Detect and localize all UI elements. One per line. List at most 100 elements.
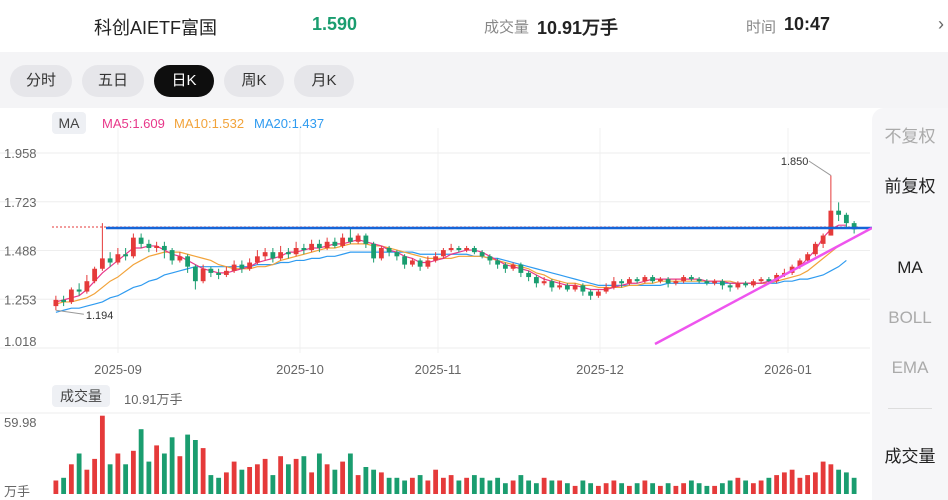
volume-bar	[316, 453, 322, 494]
tab-monthly-k[interactable]: 月K	[294, 65, 354, 97]
max-annotation: 1.850	[781, 156, 809, 168]
candle-body	[270, 252, 276, 259]
volume-bar	[107, 464, 113, 494]
candle-body	[386, 248, 392, 253]
candle-body	[456, 248, 462, 251]
volume-bar	[688, 480, 694, 494]
ma5-readout: MA5:1.609	[102, 116, 165, 131]
candle-body	[619, 281, 625, 284]
volume-bar	[603, 483, 609, 494]
candle-body	[115, 254, 121, 263]
volume-bar	[332, 469, 338, 494]
candle-body	[851, 223, 857, 230]
candle-body	[239, 264, 245, 269]
y-tick-label: 1.488	[4, 244, 37, 259]
ma5-line	[55, 224, 847, 303]
candle-body	[231, 264, 237, 271]
candle-body	[161, 245, 167, 251]
candle-body	[293, 248, 299, 255]
chevron-right-icon[interactable]: ›	[938, 14, 944, 34]
volume-bar	[758, 480, 764, 494]
candle-body	[316, 243, 322, 249]
tab-intraday[interactable]: 分时	[10, 65, 72, 97]
candle-body	[448, 248, 454, 251]
candle-body	[595, 291, 601, 296]
volume-bar	[425, 480, 431, 494]
candle-body	[750, 281, 756, 286]
kline-chart-svg[interactable]: 1.958 1.723 1.488 1.253 1.018 2025-09 2025-10 2…	[0, 108, 872, 500]
candle-body	[603, 287, 609, 292]
candle-body	[502, 264, 508, 269]
candle-body	[76, 289, 82, 292]
volume-indicator-tag[interactable]: 成交量	[52, 385, 110, 407]
volume-bar	[557, 480, 563, 494]
fund-name: 科创AIETF富国	[94, 18, 218, 38]
volume-bar	[433, 469, 439, 494]
candle-body	[324, 241, 330, 249]
candle-body	[588, 291, 594, 296]
volume-bar	[518, 475, 524, 494]
min-annotation: 1.194	[86, 310, 114, 322]
candle-body	[340, 237, 346, 246]
volume-bar	[743, 480, 749, 494]
volume-bar	[456, 480, 462, 494]
volume-bar	[208, 475, 214, 494]
tab-daily-k[interactable]: 日K	[154, 65, 214, 97]
candle-body	[820, 235, 826, 244]
option-boll[interactable]: BOLL	[888, 308, 932, 327]
volume-axis-top: 59.98	[4, 415, 37, 430]
volume-bar	[448, 475, 454, 494]
tab-five-day[interactable]: 五日	[82, 65, 144, 97]
candle-body	[208, 268, 214, 273]
volume-bar	[657, 485, 663, 494]
candle-body	[84, 281, 90, 292]
option-no-adjust[interactable]: 不复权	[884, 127, 936, 146]
candle-body	[510, 264, 516, 269]
candle-body	[417, 260, 423, 267]
time-label: 时间	[746, 19, 777, 36]
candle-body	[123, 254, 129, 257]
volume-bar	[696, 483, 702, 494]
volume-bar	[99, 415, 105, 494]
candle-body	[549, 281, 555, 288]
volume-bar	[766, 477, 772, 494]
candle-body	[681, 277, 687, 282]
candle-body	[642, 277, 648, 282]
current-price: 1.590	[312, 14, 358, 34]
ma20-readout: MA20:1.437	[254, 116, 325, 131]
volume-bar	[595, 485, 601, 494]
candle-body	[479, 252, 485, 257]
volume-bar	[409, 477, 415, 494]
volume-bar	[169, 437, 175, 494]
x-tick-label: 2025-10	[276, 362, 324, 377]
candle-body	[526, 272, 532, 278]
candle-body	[254, 256, 260, 263]
volume-bar	[665, 483, 671, 494]
volume-bar	[843, 472, 849, 494]
tab-weekly-k[interactable]: 周K	[224, 65, 284, 97]
candle-body	[355, 235, 361, 242]
volume-bar	[502, 483, 508, 494]
max-pointer	[808, 160, 832, 176]
volume-panel-value: 10.91万手	[124, 392, 183, 407]
ma-indicator-tag[interactable]: MA	[52, 112, 86, 134]
candle-body	[812, 243, 818, 255]
option-volume[interactable]: 成交量	[884, 447, 936, 466]
candle-body	[192, 266, 198, 282]
candle-body	[285, 252, 291, 255]
volume-bar	[712, 485, 718, 494]
option-ma[interactable]: MA	[897, 258, 923, 277]
y-tick-label: 1.958	[4, 146, 37, 161]
option-ema[interactable]: EMA	[891, 358, 929, 377]
volume-bar	[851, 477, 857, 494]
option-forward-adjust[interactable]: 前复权	[884, 177, 936, 196]
volume-bar	[76, 453, 82, 494]
candle-body	[572, 285, 578, 290]
chart-area[interactable]: 1.958 1.723 1.488 1.253 1.018 2025-09 2025-10 2…	[0, 108, 872, 500]
candle-body	[216, 272, 222, 275]
candle-body	[766, 279, 772, 282]
candle-body	[557, 285, 563, 288]
volume-bar	[92, 458, 98, 494]
volume-bar	[68, 464, 74, 494]
candle-body	[758, 279, 764, 282]
